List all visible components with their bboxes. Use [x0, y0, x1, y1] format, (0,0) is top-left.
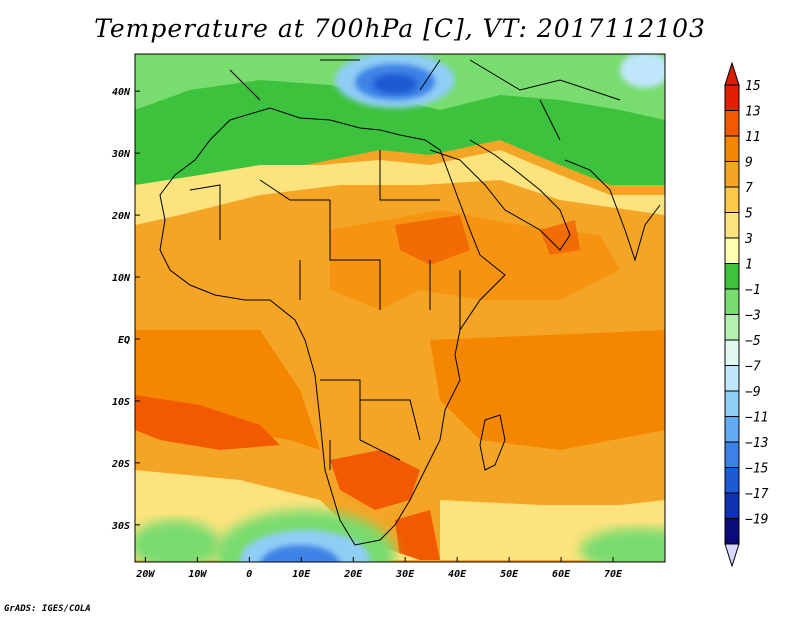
lat-label: 10N	[112, 273, 131, 284]
colorbar-box	[724, 365, 740, 392]
lon-label: 40E	[448, 569, 467, 580]
colorbar-label: 5	[745, 207, 753, 222]
colorbar-box	[724, 110, 740, 137]
colorbar-box	[724, 263, 740, 290]
colorbar-box	[724, 314, 740, 341]
colorbar-box	[724, 390, 740, 417]
colorbar-label: 13	[745, 105, 761, 120]
plot-frame	[134, 53, 666, 563]
colorbar-label: 3	[744, 232, 753, 247]
colorbar-box	[724, 518, 740, 545]
colorbar-box	[724, 492, 740, 519]
longitude-axis: 20W 10W 0 10E 20E 30E 40E 50E 60E 70E	[135, 557, 623, 580]
colorbar-box	[724, 339, 740, 366]
colorbar-box	[724, 135, 740, 162]
latitude-axis: 40N 30N 20N 10N EQ 10S 20S 30S	[111, 87, 140, 532]
colorbar-label: 9	[745, 156, 753, 171]
lat-label: 20S	[111, 459, 130, 470]
lon-label: 50E	[500, 569, 519, 580]
grads-credit: GrADS: IGES/COLA	[4, 604, 91, 614]
colorbar-label: −7	[745, 360, 761, 375]
lon-label: 20E	[343, 569, 363, 580]
lon-label: 70E	[604, 569, 623, 580]
colorbar-label: −3	[745, 309, 761, 324]
colorbar-box	[724, 416, 740, 443]
colorbar-label: 1	[745, 258, 753, 273]
colorbar-box	[724, 161, 740, 188]
colorbar-label: 7	[745, 181, 753, 196]
colorbar-box	[724, 84, 740, 111]
colorbar-box	[724, 441, 740, 468]
colorbar-box	[724, 186, 740, 213]
colorbar-label: −13	[745, 436, 768, 451]
colorbar-label: 11	[745, 130, 761, 145]
colorbar-label: 15	[745, 79, 761, 94]
colorbar-label: −19	[745, 513, 768, 528]
colorbar-box	[724, 237, 740, 264]
lon-label: 10W	[188, 569, 207, 580]
lon-label: 20W	[135, 569, 155, 580]
colorbar-label: −11	[745, 411, 768, 426]
map-title: Temperature at 700hPa [C], VT: 201711210…	[94, 14, 706, 43]
lon-label: 10E	[292, 569, 311, 580]
lat-label: 10S	[112, 397, 130, 408]
lat-label: 40N	[112, 87, 131, 98]
lat-label: 30S	[111, 521, 130, 532]
colorbar-box	[724, 212, 740, 239]
colorbar-label: −5	[745, 334, 761, 349]
lat-label: 20N	[111, 211, 131, 222]
colorbar-label: −1	[745, 283, 761, 298]
lat-label: 30N	[111, 149, 131, 160]
colorbar-box	[724, 467, 740, 494]
colorbar-box	[724, 288, 740, 315]
colorbar-label: −15	[745, 462, 769, 477]
colorbar-bottom-arrow	[724, 543, 740, 568]
colorbar: 15 13 11 9 7 5 3 1 −1 −3 −5 −7 −9 −11 −13 −15 −17 −19	[724, 61, 769, 568]
lat-label: EQ	[118, 335, 130, 346]
lon-label: 60E	[552, 569, 571, 580]
colorbar-label: −9	[745, 385, 761, 400]
colorbar-label: −17	[745, 487, 769, 502]
coastlines	[159, 59, 661, 546]
lon-label: 30E	[395, 569, 415, 580]
lon-label: 0	[246, 569, 252, 580]
colorbar-top-arrow	[724, 61, 740, 86]
temperature-field	[135, 54, 665, 562]
